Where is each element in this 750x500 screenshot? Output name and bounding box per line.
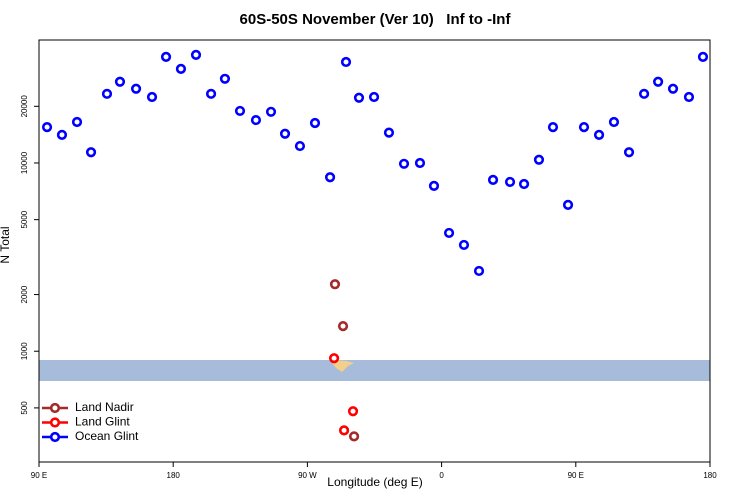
point: [71, 116, 83, 128]
point: [368, 91, 380, 103]
x-tick-label: 90 E: [31, 471, 47, 480]
point: [337, 320, 349, 332]
y-tick-label: 20000: [20, 95, 29, 118]
point: [578, 122, 590, 133]
point: [324, 172, 336, 183]
point: [340, 56, 352, 68]
point: [623, 147, 635, 158]
point: [190, 49, 202, 61]
legend-label: Land Glint: [75, 415, 130, 429]
point: [347, 406, 359, 417]
legend-marker: [49, 402, 61, 414]
point: [338, 425, 350, 436]
point: [383, 127, 395, 138]
point: [160, 51, 172, 62]
map-land: [330, 360, 354, 372]
point: [443, 227, 455, 239]
y-tick-label: 1000: [20, 342, 29, 360]
y-axis-label: N Total: [0, 226, 12, 263]
point: [608, 116, 620, 128]
legend-marker: [49, 431, 61, 443]
point: [697, 51, 709, 62]
point: [653, 76, 664, 87]
x-tick-label: 180: [167, 471, 181, 480]
point: [504, 176, 516, 188]
point: [234, 105, 246, 117]
point: [175, 63, 187, 75]
x-tick-label: 180: [703, 471, 717, 480]
point: [683, 91, 695, 103]
point: [414, 157, 426, 169]
point: [56, 129, 68, 140]
point: [294, 140, 306, 152]
y-tick-label: 500: [20, 401, 29, 415]
point: [562, 199, 574, 210]
point: [348, 431, 360, 442]
y-tick-label: 5000: [20, 210, 29, 228]
point: [533, 154, 545, 165]
x-tick-label: 0: [439, 471, 444, 480]
point: [130, 83, 142, 94]
point: [250, 114, 262, 126]
point: [487, 174, 499, 185]
point: [518, 178, 530, 190]
point: [265, 106, 277, 117]
point: [219, 73, 231, 84]
point: [146, 91, 158, 103]
x-axis-label: Longitude (deg E): [327, 475, 422, 489]
point: [638, 88, 650, 99]
point: [458, 239, 470, 251]
point: [329, 279, 341, 290]
point: [309, 117, 321, 129]
x-tick-label: 90 E: [568, 471, 584, 480]
point: [428, 180, 440, 191]
point: [667, 83, 679, 94]
point: [279, 128, 291, 139]
y-tick-label: 2000: [20, 285, 29, 303]
chart-title: 60S-50S November (Ver 10) Inf to -Inf: [240, 11, 512, 28]
x-tick-label: 90 W: [298, 471, 317, 480]
point: [328, 353, 340, 364]
point: [593, 129, 605, 140]
point: [114, 76, 126, 87]
point: [353, 92, 365, 103]
legend-label: Land Nadir: [75, 400, 134, 414]
plot-frame: [38, 39, 711, 463]
point: [101, 88, 113, 99]
point: [41, 122, 53, 133]
y-tick-label: 10000: [20, 151, 29, 174]
point: [205, 88, 217, 99]
point: [85, 147, 97, 158]
point: [473, 265, 485, 277]
legend-label: Ocean Glint: [75, 429, 139, 443]
map-strip: [39, 360, 710, 381]
point: [398, 158, 410, 169]
legend-marker: [49, 417, 61, 428]
point: [547, 122, 559, 133]
